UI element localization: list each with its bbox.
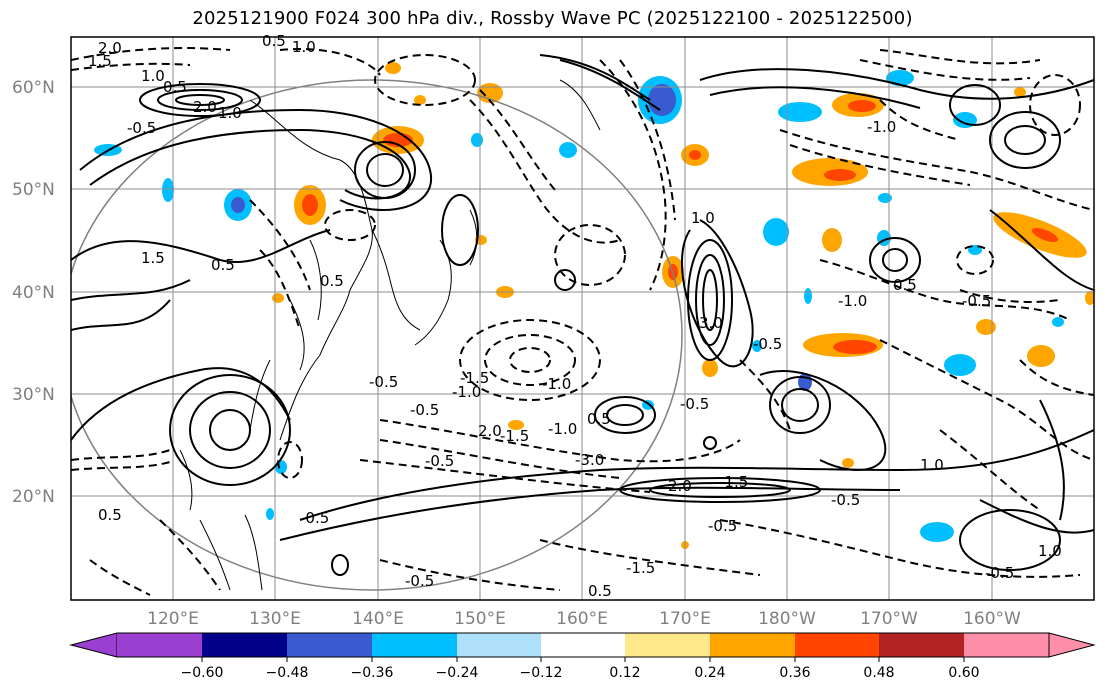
lon-label: 170°E (659, 609, 711, 629)
colorbar-bin (710, 633, 795, 657)
colorbar-bin (287, 633, 372, 657)
contour-label: -0.5 (127, 119, 156, 137)
longitude-labels: 120°E 130°E 140°E 150°E 160°E 170°E 180°… (147, 609, 1021, 629)
contour-label: -1.5 (460, 369, 489, 387)
contour-label: 0.5 (98, 506, 122, 524)
map-title: 2025121900 F024 300 hPa div., Rossby Wav… (192, 8, 913, 29)
contour-label: -1.5 (719, 473, 748, 491)
lon-label: 150°E (454, 609, 506, 629)
lat-label: 50°N (12, 180, 55, 200)
contour-label: 1.0 (691, 209, 715, 227)
negative-contours (71, 47, 1094, 596)
reference-circle (71, 79, 683, 591)
colorbar-bin (964, 633, 1049, 657)
colorbar-upper-extension (1048, 632, 1096, 658)
colorbar-tick-label: 0.60 (948, 665, 979, 681)
contour-label: 0.5 (320, 272, 344, 290)
contour-label: -0.5 (369, 373, 398, 391)
contour-label: 2.0 (668, 477, 692, 495)
colorbar: −0.60 −0.48 −0.36 −0.24 −0.12 0.12 0.24 … (69, 632, 1096, 681)
contour-label: -1.0 (452, 383, 481, 401)
contour-label: -0.5 (708, 517, 737, 535)
contour-label: 1.0 (920, 456, 944, 474)
lat-label: 40°N (12, 283, 55, 303)
contour-label: -1.5 (626, 559, 655, 577)
contour-label: -0.5 (300, 509, 329, 527)
contour-label: -1.0 (542, 375, 571, 393)
colorbar-bin (117, 633, 202, 657)
latitude-labels: 60°N 50°N 40°N 30°N 20°N (12, 78, 55, 507)
contour-label: 1.5 (88, 52, 112, 70)
contour-label: 0.5 (587, 410, 611, 428)
colorbar-tick-label: −0.60 (181, 665, 224, 681)
contour-label: 0.5 (262, 32, 286, 50)
contour-label: -1.0 (867, 118, 896, 136)
colorbar-bin (625, 633, 710, 657)
colorbar-tick-marks (201, 657, 965, 662)
map-border (70, 36, 1095, 601)
contour-label: -0.5 (425, 452, 454, 470)
colorbar-bin (879, 633, 964, 657)
contour-label: 3.0 (699, 314, 723, 332)
colorbar-bin (541, 633, 625, 657)
contour-label: 1.5 (141, 249, 165, 267)
lon-label: 160°E (556, 609, 608, 629)
contour-label: -1.0 (548, 420, 577, 438)
contour-label: -1.0 (838, 292, 867, 310)
lon-label: 140°E (352, 609, 404, 629)
contour-labels: 2.0 1.5 1.0 0.5 -0.5 1.0 0.5 1.5 2.0 1.0… (88, 32, 1062, 600)
graticule (71, 37, 1094, 600)
contour-label: -1.5 (500, 427, 529, 445)
colorbar-lower-extension (69, 632, 118, 658)
contour-label: 2.0 (478, 422, 502, 440)
contour-label: 0.5 (163, 78, 187, 96)
contour-label: 0.5 (588, 582, 612, 600)
colorbar-bin (457, 633, 541, 657)
colorbar-tick-label: 0.24 (694, 665, 725, 681)
contour-label: 0.5 (211, 256, 235, 274)
colorbar-tick-label: −0.12 (520, 665, 563, 681)
colorbar-tick-label: −0.48 (266, 665, 309, 681)
contour-label: -0.5 (831, 491, 860, 509)
contour-label: -0.5 (405, 572, 434, 590)
colorbar-tick-label: 0.48 (863, 665, 894, 681)
contour-label: 2.0 (98, 39, 122, 57)
contour-label: -0.5 (753, 335, 782, 353)
lon-label: 130°E (249, 609, 301, 629)
colorbar-bin (202, 633, 287, 657)
lon-label: 180°W (758, 609, 816, 629)
contour-label: -0.5 (985, 564, 1014, 582)
lat-label: 60°N (12, 78, 55, 98)
lon-label: 160°W (963, 609, 1021, 629)
contour-label: -0.5 (680, 395, 709, 413)
colorbar-tick-label: −0.24 (436, 665, 479, 681)
contour-label: 1.0 (218, 104, 242, 122)
colorbar-bin (795, 633, 879, 657)
contour-label: 2.0 (193, 98, 217, 116)
colorbar-tick-label: 0.12 (609, 665, 640, 681)
contour-label: -0.5 (962, 292, 991, 310)
contour-label: 0.5 (893, 276, 917, 294)
positive-contours (71, 54, 1094, 576)
contour-label: -3.0 (575, 451, 604, 469)
lat-label: 20°N (12, 487, 55, 507)
lon-label: 170°W (860, 609, 918, 629)
rossby-wave-pc-shading (94, 62, 1094, 549)
contour-label: 1.0 (1038, 542, 1062, 560)
contour-label: 1.0 (141, 67, 165, 85)
colorbar-bin (372, 633, 457, 657)
colorbar-tick-label: −0.36 (351, 665, 394, 681)
contour-label: 1.0 (292, 38, 316, 56)
lon-label: 120°E (147, 609, 199, 629)
contour-label: -0.5 (410, 401, 439, 419)
lat-label: 30°N (12, 385, 55, 405)
colorbar-tick-label: 0.36 (779, 665, 810, 681)
